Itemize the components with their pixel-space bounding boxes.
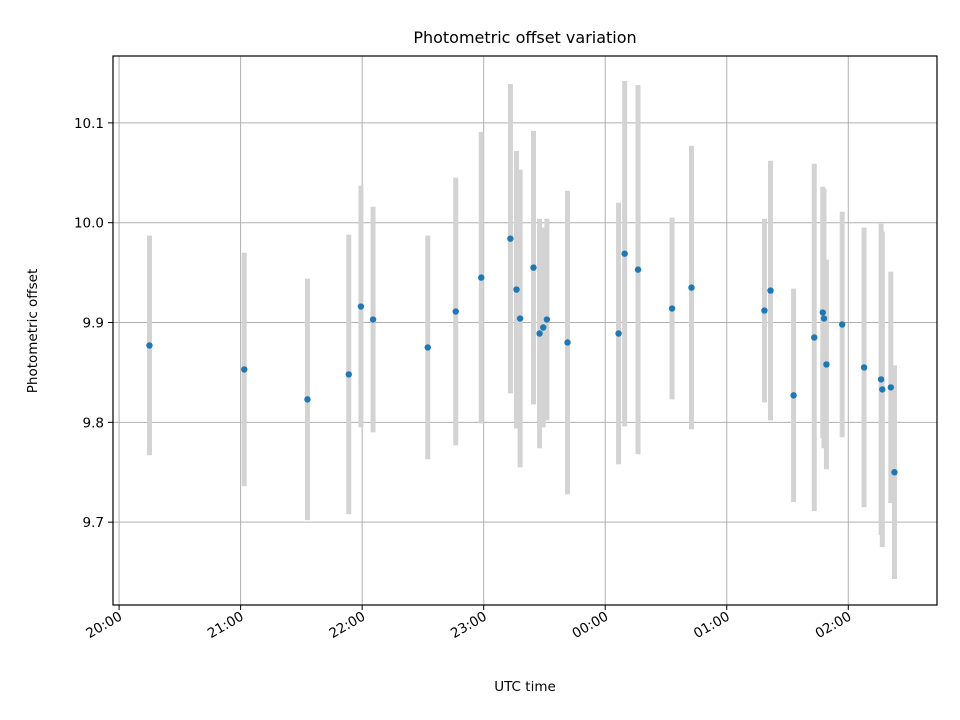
data-point	[452, 308, 459, 315]
data-point	[790, 392, 797, 399]
data-point	[811, 334, 818, 341]
data-point	[540, 324, 547, 331]
data-point	[564, 339, 571, 346]
data-point	[819, 309, 826, 316]
data-point	[668, 305, 676, 312]
data-point	[345, 371, 352, 378]
data-point	[615, 330, 622, 337]
y-axis-ticks: 9.7 9.8 9.9 10.0 10.1	[74, 116, 113, 531]
data-point	[823, 361, 830, 368]
data-point	[820, 315, 828, 322]
data-point	[530, 264, 537, 271]
data-point	[839, 321, 846, 328]
data-point	[536, 330, 543, 337]
data-point	[767, 287, 774, 294]
data-point	[513, 286, 520, 293]
data-point	[688, 284, 695, 291]
y-tick-label: 9.8	[83, 415, 104, 431]
data-point	[621, 250, 628, 257]
y-axis-label: Photometric offset	[25, 269, 41, 393]
data-point	[146, 342, 153, 349]
data-point	[369, 316, 377, 323]
data-point	[891, 469, 898, 476]
data-point	[761, 307, 768, 314]
data-point	[478, 274, 485, 281]
data-point	[241, 366, 248, 373]
data-point	[634, 266, 642, 273]
data-point	[543, 316, 551, 323]
chart-title: Photometric offset variation	[413, 28, 636, 47]
x-axis-label: UTC time	[494, 679, 556, 695]
plot-frame	[112, 55, 938, 606]
data-point	[507, 235, 514, 242]
data-points	[146, 235, 898, 476]
data-point	[879, 386, 886, 393]
y-tick-label: 10.1	[74, 116, 104, 132]
data-point	[304, 396, 311, 403]
y-tick-label: 9.9	[83, 316, 104, 332]
data-point	[877, 376, 885, 383]
y-tick-label: 9.7	[83, 515, 104, 531]
data-point	[516, 315, 524, 322]
data-point	[860, 364, 868, 371]
data-point	[424, 344, 431, 351]
data-point	[357, 303, 365, 310]
data-point	[887, 384, 895, 391]
y-tick-label: 10.0	[74, 216, 104, 232]
